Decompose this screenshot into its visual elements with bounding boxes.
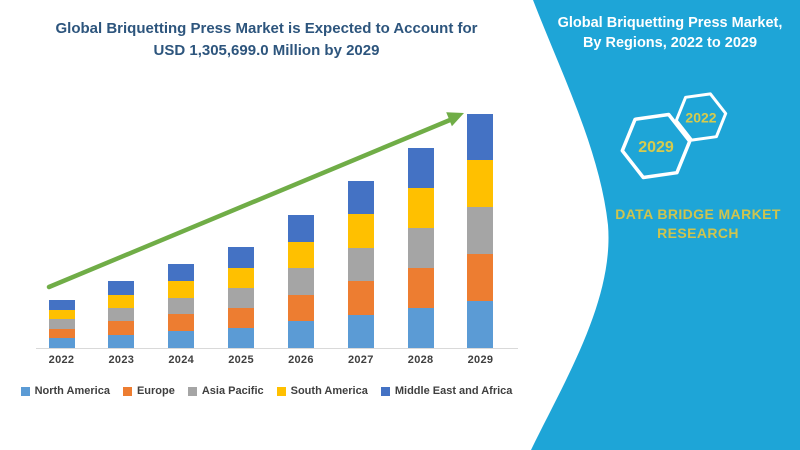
segment-middle-east-and-africa <box>168 264 195 281</box>
legend: North America Europe Asia Pacific South Ame… <box>0 385 533 397</box>
segment-europe <box>108 321 135 335</box>
segment-north-america <box>228 327 255 349</box>
stacked-bar-2024 <box>168 264 195 348</box>
stacked-bar-2025 <box>228 247 255 349</box>
segment-south-america <box>407 187 434 228</box>
segment-asia-pacific <box>407 227 434 268</box>
stacked-bar-2023 <box>108 281 135 349</box>
segment-south-america <box>48 309 75 320</box>
legend-swatch-icon <box>187 386 197 396</box>
x-tick-2023: 2023 <box>108 354 135 366</box>
segment-middle-east-and-africa <box>287 215 314 242</box>
legend-item-north-america: North America <box>20 385 110 397</box>
stacked-bar-2028 <box>407 147 434 349</box>
x-tick-2024: 2024 <box>168 354 195 366</box>
legend-swatch-icon <box>276 386 286 396</box>
legend-label: North America <box>34 385 110 397</box>
segment-north-america <box>407 307 434 348</box>
hexagon-2022-label: 2022 <box>685 110 716 126</box>
sidebar-title: Global Briquetting Press Market, By Regi… <box>545 13 795 53</box>
sidebar-title-line1: Global Briquetting Press Market, <box>557 15 783 31</box>
sidebar-background: 2029 2022 <box>531 0 800 450</box>
segment-europe <box>467 254 494 302</box>
brand-name-line2: RESEARCH <box>657 225 739 241</box>
segment-middle-east-and-africa <box>228 247 255 268</box>
legend-label: Europe <box>136 385 175 397</box>
segment-middle-east-and-africa <box>347 180 374 214</box>
brand-name: DATA BRIDGE MARKET RESEARCH <box>592 205 800 243</box>
segment-middle-east-and-africa <box>108 281 135 295</box>
x-tick-2025: 2025 <box>228 354 254 366</box>
segment-europe <box>407 267 434 308</box>
segment-europe <box>228 307 255 328</box>
legend-item-asia-pacific: Asia Pacific <box>187 385 264 397</box>
segment-south-america <box>467 160 494 208</box>
x-tick-2022: 2022 <box>48 354 75 366</box>
stacked-bar-2027 <box>347 180 374 348</box>
segment-europe <box>287 294 314 322</box>
chart-title-line2: USD 1,305,699.0 Million by 2029 <box>153 42 380 59</box>
sidebar-title-line2: By Regions, 2022 to 2029 <box>582 35 758 51</box>
segment-south-america <box>287 241 314 269</box>
stacked-bar-2026 <box>287 215 314 348</box>
segment-south-america <box>228 267 255 288</box>
segment-north-america <box>48 338 75 348</box>
segment-middle-east-and-africa <box>407 147 434 188</box>
legend-swatch-icon <box>20 386 30 396</box>
x-tick-2026: 2026 <box>288 354 314 366</box>
segment-europe <box>168 314 195 332</box>
brand-name-line1: DATA BRIDGE MARKET <box>615 206 781 222</box>
hexagon-2029-label: 2029 <box>638 139 674 156</box>
legend-item-middle-east-and-africa: Middle East and Africa <box>380 385 513 397</box>
x-tick-2029: 2029 <box>467 354 494 366</box>
stacked-bar-2029 <box>467 113 494 349</box>
segment-north-america <box>347 314 374 348</box>
segment-middle-east-and-africa <box>467 113 494 161</box>
chart-title-line1: Global Briquetting Press Market is Expec… <box>55 20 478 37</box>
legend-label: South America <box>290 385 368 397</box>
segment-south-america <box>168 280 195 298</box>
segment-north-america <box>108 334 135 349</box>
segment-north-america <box>287 321 314 348</box>
chart-title: Global Briquetting Press Market is Expec… <box>10 18 523 62</box>
segment-asia-pacific <box>228 287 255 308</box>
segment-asia-pacific <box>108 308 135 322</box>
segment-middle-east-and-africa <box>48 300 75 310</box>
legend-swatch-icon <box>122 386 132 396</box>
segment-south-america <box>347 214 374 248</box>
legend-label: Middle East and Africa <box>394 385 513 397</box>
trend-arrow <box>46 112 464 290</box>
hexagon-2022-icon <box>674 92 728 142</box>
segment-asia-pacific <box>287 268 314 295</box>
segment-north-america <box>467 301 494 349</box>
segment-asia-pacific <box>48 319 75 329</box>
segment-asia-pacific <box>467 207 494 255</box>
x-tick-2027: 2027 <box>347 354 374 366</box>
legend-item-south-america: South America <box>276 385 368 397</box>
segment-europe <box>48 328 75 339</box>
x-axis-line <box>36 348 518 349</box>
segment-asia-pacific <box>347 247 374 281</box>
stacked-bar-2022 <box>48 300 75 348</box>
segment-south-america <box>108 294 135 308</box>
legend-swatch-icon <box>380 386 390 396</box>
legend-item-europe: Europe <box>122 385 175 397</box>
chart-panel: Global Briquetting Press Market is Expec… <box>0 18 533 397</box>
hexagon-2029-icon <box>620 112 692 180</box>
segment-asia-pacific <box>168 297 195 315</box>
segment-north-america <box>168 331 195 348</box>
segment-europe <box>347 281 374 315</box>
x-tick-2028: 2028 <box>407 354 434 366</box>
legend-label: Asia Pacific <box>201 385 264 397</box>
sidebar-teal-shape <box>531 0 800 450</box>
